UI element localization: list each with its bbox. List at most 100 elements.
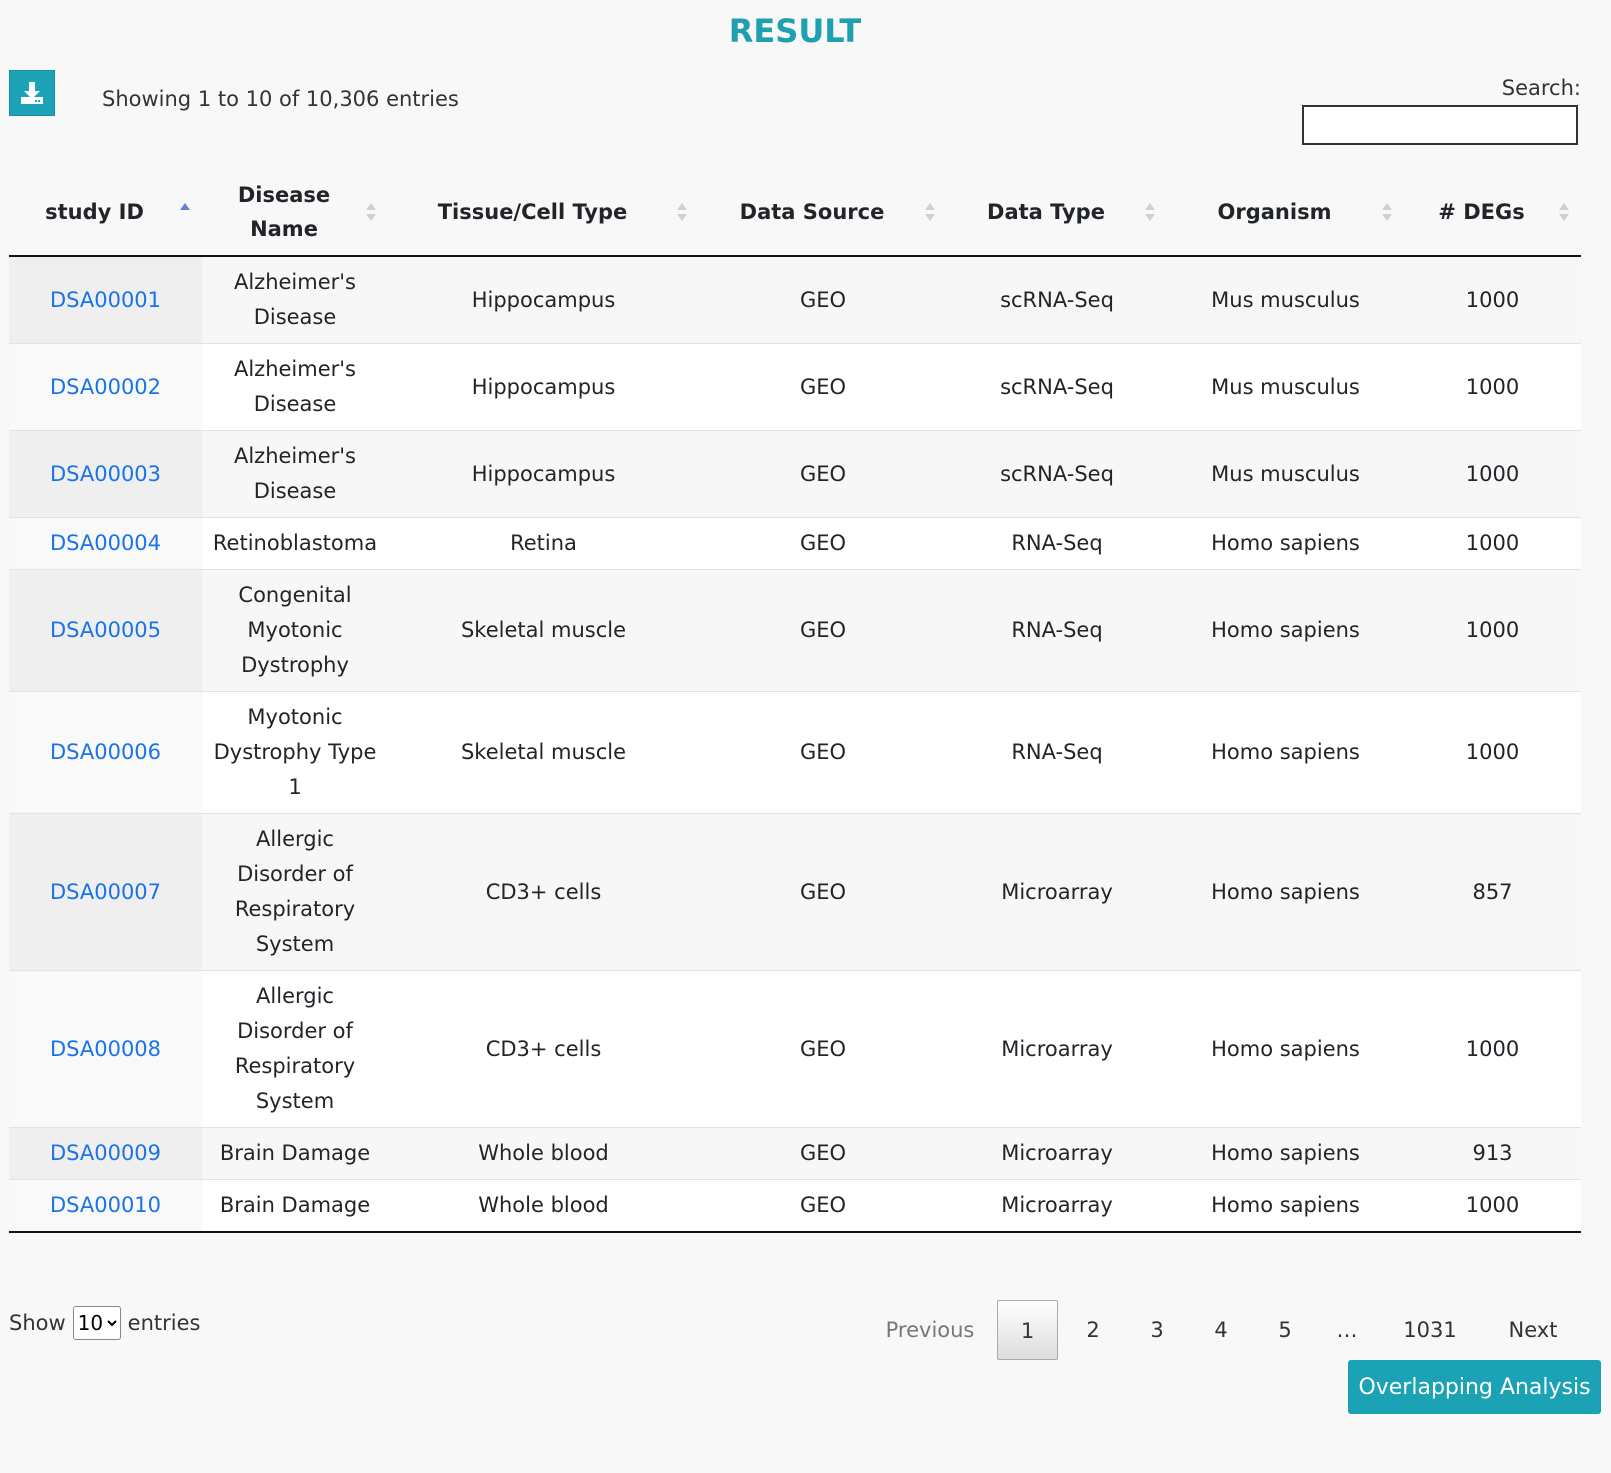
cell-data-source: GEO xyxy=(699,517,947,570)
table-row: DSA00006 Myotonic Dystrophy Type 1 Skele… xyxy=(9,691,1581,814)
study-id-link[interactable]: DSA00001 xyxy=(49,287,162,312)
cell-study-id: DSA00004 xyxy=(9,517,202,570)
cell-disease-name: Brain Damage xyxy=(202,1127,388,1180)
table-row: DSA00007 Allergic Disorder of Respirator… xyxy=(9,813,1581,971)
cell-disease-name: Retinoblastoma xyxy=(202,517,388,570)
cell-disease-name: Congenital Myotonic Dystrophy xyxy=(202,569,388,692)
cell-data-type: scRNA-Seq xyxy=(947,343,1167,431)
study-id-link[interactable]: DSA00008 xyxy=(49,1036,162,1061)
sort-icon xyxy=(925,201,935,223)
page-button-2[interactable]: 2 xyxy=(1086,1318,1100,1342)
page-button-3[interactable]: 3 xyxy=(1150,1318,1164,1342)
cell-organism: Homo sapiens xyxy=(1167,813,1404,971)
column-header-disease-name[interactable]: Disease Name xyxy=(202,168,388,257)
column-header-tissue-cell-type[interactable]: Tissue/Cell Type xyxy=(388,168,699,257)
column-header-data-source[interactable]: Data Source xyxy=(699,168,947,257)
cell-degs: 1000 xyxy=(1404,343,1581,431)
study-id-link[interactable]: DSA00010 xyxy=(49,1193,162,1217)
cell-disease-name: Allergic Disorder of Respiratory System xyxy=(202,813,388,971)
page-button-4[interactable]: 4 xyxy=(1214,1318,1228,1342)
show-label: Show xyxy=(9,1311,66,1335)
cell-disease-name: Alzheimer's Disease xyxy=(202,255,388,344)
pagination-ellipsis: … xyxy=(1336,1318,1358,1342)
cell-data-type: Microarray xyxy=(947,970,1167,1128)
cell-data-source: GEO xyxy=(699,691,947,814)
cell-data-type: scRNA-Seq xyxy=(947,255,1167,344)
sort-icon xyxy=(677,201,687,223)
column-header-data-type[interactable]: Data Type xyxy=(947,168,1167,257)
page-button-last[interactable]: 1031 xyxy=(1403,1318,1457,1342)
page-title: RESULT xyxy=(728,12,862,50)
study-id-link[interactable]: DSA00006 xyxy=(49,740,162,764)
cell-data-source: GEO xyxy=(699,569,947,692)
cell-organism: Homo sapiens xyxy=(1167,1127,1404,1180)
previous-button[interactable]: Previous xyxy=(885,1318,975,1342)
cell-organism: Homo sapiens xyxy=(1167,517,1404,570)
cell-study-id: DSA00005 xyxy=(9,569,202,692)
cell-data-source: GEO xyxy=(699,343,947,431)
sort-icon xyxy=(1559,201,1569,223)
table-row: DSA00009 Brain Damage Whole blood GEO Mi… xyxy=(9,1127,1581,1180)
sort-icon xyxy=(1145,201,1155,223)
sort-ascending-icon xyxy=(180,201,190,223)
cell-data-source: GEO xyxy=(699,1179,947,1233)
cell-tissue: Skeletal muscle xyxy=(388,569,699,692)
cell-disease-name: Myotonic Dystrophy Type 1 xyxy=(202,691,388,814)
study-id-link[interactable]: DSA00005 xyxy=(49,618,162,642)
cell-degs: 1000 xyxy=(1404,430,1581,518)
search-input[interactable] xyxy=(1302,105,1578,145)
cell-data-type: Microarray xyxy=(947,1179,1167,1233)
cell-data-type: RNA-Seq xyxy=(947,691,1167,814)
column-header-organism[interactable]: Organism xyxy=(1167,168,1404,257)
cell-tissue: CD3+ cells xyxy=(388,970,699,1128)
cell-degs: 1000 xyxy=(1404,1179,1581,1233)
column-header-label: Data Type xyxy=(987,199,1105,224)
cell-data-type: Microarray xyxy=(947,1127,1167,1180)
cell-data-source: GEO xyxy=(699,813,947,971)
cell-tissue: CD3+ cells xyxy=(388,813,699,971)
table-row: DSA00002 Alzheimer's Disease Hippocampus… xyxy=(9,343,1581,431)
cell-degs: 1000 xyxy=(1404,255,1581,344)
entries-label: entries xyxy=(127,1311,201,1335)
next-button[interactable]: Next xyxy=(1508,1318,1558,1342)
cell-data-source: GEO xyxy=(699,430,947,518)
study-id-link[interactable]: DSA00004 xyxy=(49,531,162,555)
download-icon xyxy=(21,82,43,104)
study-id-link[interactable]: DSA00002 xyxy=(49,374,162,399)
page-button-1[interactable]: 1 xyxy=(997,1300,1058,1360)
sort-icon xyxy=(366,201,376,223)
page-button-5[interactable]: 5 xyxy=(1278,1318,1292,1342)
cell-organism: Mus musculus xyxy=(1167,255,1404,344)
cell-degs: 1000 xyxy=(1404,691,1581,814)
cell-degs: 1000 xyxy=(1404,569,1581,692)
overlapping-analysis-button[interactable]: Overlapping Analysis xyxy=(1348,1360,1601,1414)
cell-study-id: DSA00010 xyxy=(9,1179,202,1233)
column-header-study-id[interactable]: study ID xyxy=(9,168,202,257)
download-button[interactable] xyxy=(9,70,55,116)
column-header-label: Organism xyxy=(1217,199,1332,224)
column-header-label: Data Source xyxy=(739,199,885,224)
cell-tissue: Skeletal muscle xyxy=(388,691,699,814)
sort-icon xyxy=(1382,201,1392,223)
study-id-link[interactable]: DSA00003 xyxy=(49,461,162,486)
cell-study-id: DSA00003 xyxy=(9,430,202,518)
cell-study-id: DSA00006 xyxy=(9,691,202,814)
results-table: study ID Disease Name Tissue/Cell Type D… xyxy=(9,168,1581,1233)
column-header-label: # DEGs xyxy=(1438,199,1525,224)
study-id-link[interactable]: DSA00009 xyxy=(49,1141,162,1165)
cell-data-type: RNA-Seq xyxy=(947,569,1167,692)
study-id-link[interactable]: DSA00007 xyxy=(49,879,162,904)
page-length-select[interactable]: 10 xyxy=(72,1306,121,1340)
cell-data-source: GEO xyxy=(699,1127,947,1180)
cell-degs: 857 xyxy=(1404,813,1581,971)
cell-study-id: DSA00002 xyxy=(9,343,202,431)
column-header-label: Tissue/Cell Type xyxy=(437,199,628,224)
cell-data-type: scRNA-Seq xyxy=(947,430,1167,518)
cell-tissue: Hippocampus xyxy=(388,255,699,344)
cell-degs: 1000 xyxy=(1404,970,1581,1128)
cell-tissue: Retina xyxy=(388,517,699,570)
column-header-degs[interactable]: # DEGs xyxy=(1404,168,1581,257)
cell-study-id: DSA00009 xyxy=(9,1127,202,1180)
cell-organism: Mus musculus xyxy=(1167,343,1404,431)
table-row: DSA00003 Alzheimer's Disease Hippocampus… xyxy=(9,430,1581,518)
